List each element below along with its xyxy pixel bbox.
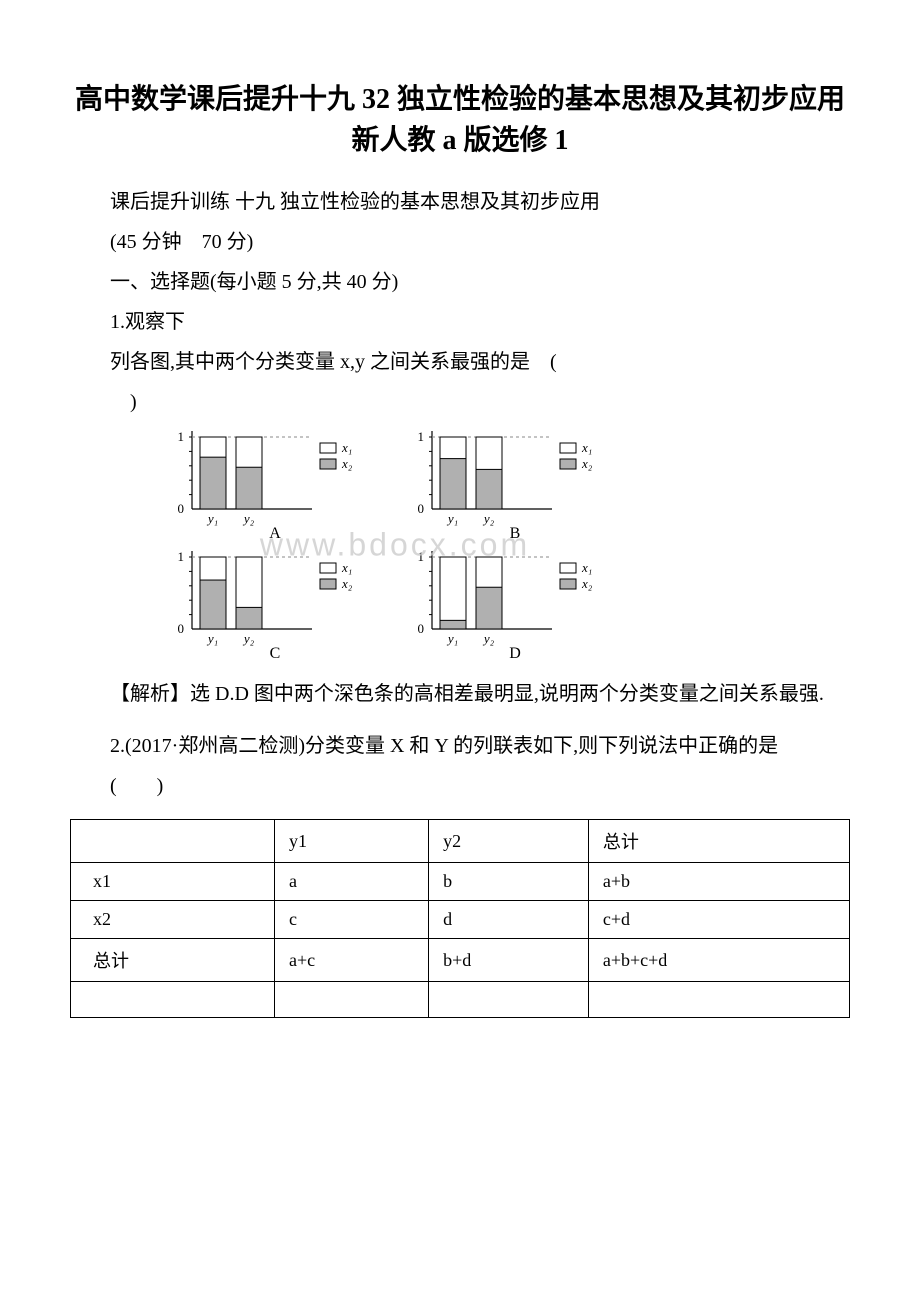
svg-text:0: 0: [418, 621, 425, 636]
table-cell: [71, 820, 275, 863]
svg-text:x₂: x₂: [341, 456, 353, 471]
table-cell: 总计: [588, 820, 849, 863]
table-cell: [71, 982, 275, 1018]
table-cell: d: [429, 901, 589, 939]
table-cell: a+c: [275, 939, 429, 982]
chart-C: 01y₁y₂x₁x₂C: [170, 547, 380, 663]
table-cell: c: [275, 901, 429, 939]
q2: 2.(2017·郑州高二检测)分类变量 X 和 Y 的列联表如下,则下列说法中正…: [70, 727, 850, 765]
svg-text:x₂: x₂: [581, 576, 593, 591]
svg-text:x₂: x₂: [341, 576, 353, 591]
svg-text:1: 1: [418, 429, 425, 444]
svg-text:y₂: y₂: [482, 511, 495, 526]
table-cell: [429, 982, 589, 1018]
table-cell: b+d: [429, 939, 589, 982]
svg-text:0: 0: [178, 621, 185, 636]
table-cell: c+d: [588, 901, 849, 939]
table-cell: b: [429, 863, 589, 901]
q1-line3: ): [70, 383, 850, 421]
answer-1: 【解析】选 D.D 图中两个深色条的高相差最明显,说明两个分类变量之间关系最强.: [70, 675, 850, 713]
subtitle: 课后提升训练 十九 独立性检验的基本思想及其初步应用: [70, 183, 850, 221]
svg-text:1: 1: [178, 549, 185, 564]
svg-text:y₁: y₁: [446, 511, 458, 526]
table-row: [71, 982, 850, 1018]
q1-line2: 列各图,其中两个分类变量 x,y 之间关系最强的是 (: [70, 343, 850, 381]
svg-text:1: 1: [178, 429, 185, 444]
contingency-table: y1 y2 总计 x1 a b a+b x2 c d c+d 总计 a+c b+…: [70, 819, 850, 1018]
table-cell: x2: [71, 901, 275, 939]
chart-D: 01y₁y₂x₁x₂D: [410, 547, 620, 663]
svg-text:y₂: y₂: [242, 631, 255, 646]
table-row: x2 c d c+d: [71, 901, 850, 939]
svg-text:y₁: y₁: [206, 631, 218, 646]
svg-text:y₁: y₁: [446, 631, 458, 646]
svg-text:1: 1: [418, 549, 425, 564]
chart-B: 01y₁y₂x₁x₂B: [410, 427, 620, 543]
svg-text:x₁: x₁: [341, 560, 352, 575]
table-cell: a: [275, 863, 429, 901]
q2-paren: ( ): [70, 767, 850, 805]
time-score: (45 分钟 70 分): [70, 223, 850, 261]
chart-A: 01y₁y₂x₁x₂A: [170, 427, 380, 543]
svg-text:x₁: x₁: [581, 440, 592, 455]
table-cell: y1: [275, 820, 429, 863]
table-row: x1 a b a+b: [71, 863, 850, 901]
table-cell: y2: [429, 820, 589, 863]
svg-text:y₂: y₂: [482, 631, 495, 646]
q1-line1: 1.观察下: [70, 303, 850, 341]
table-row: 总计 a+c b+d a+b+c+d: [71, 939, 850, 982]
table-cell: a+b+c+d: [588, 939, 849, 982]
svg-text:0: 0: [178, 501, 185, 516]
svg-text:y₂: y₂: [242, 511, 255, 526]
charts-grid: 01y₁y₂x₁x₂A 01y₁y₂x₁x₂B www.bdocx.com 01…: [170, 427, 620, 663]
svg-text:x₁: x₁: [341, 440, 352, 455]
section-1: 一、选择题(每小题 5 分,共 40 分): [70, 263, 850, 301]
document-title: 高中数学课后提升十九 32 独立性检验的基本思想及其初步应用新人教 a 版选修 …: [70, 80, 850, 161]
table-cell: [275, 982, 429, 1018]
svg-text:0: 0: [418, 501, 425, 516]
svg-text:x₁: x₁: [581, 560, 592, 575]
table-cell: [588, 982, 849, 1018]
table-cell: 总计: [71, 939, 275, 982]
table-row: y1 y2 总计: [71, 820, 850, 863]
table-cell: x1: [71, 863, 275, 901]
table-cell: a+b: [588, 863, 849, 901]
svg-text:x₂: x₂: [581, 456, 593, 471]
svg-text:y₁: y₁: [206, 511, 218, 526]
